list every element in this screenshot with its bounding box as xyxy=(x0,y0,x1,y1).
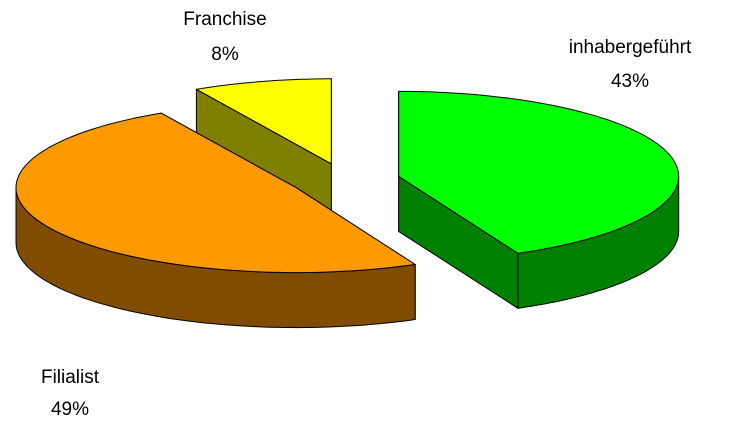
slice-value-label: 8% xyxy=(211,44,239,65)
slice-label: Franchise xyxy=(183,9,266,30)
slice-top xyxy=(195,78,332,165)
slice-top xyxy=(15,112,416,274)
slice-top xyxy=(398,90,680,254)
slice-label: inhabergeführt xyxy=(569,37,692,58)
pie xyxy=(15,78,680,329)
slice xyxy=(15,112,416,329)
slice xyxy=(398,90,680,309)
slice-value-label: 43% xyxy=(611,71,649,92)
slice-label: Filialist xyxy=(41,367,100,388)
slice xyxy=(195,78,332,220)
slice-value-label: 49% xyxy=(51,399,89,420)
